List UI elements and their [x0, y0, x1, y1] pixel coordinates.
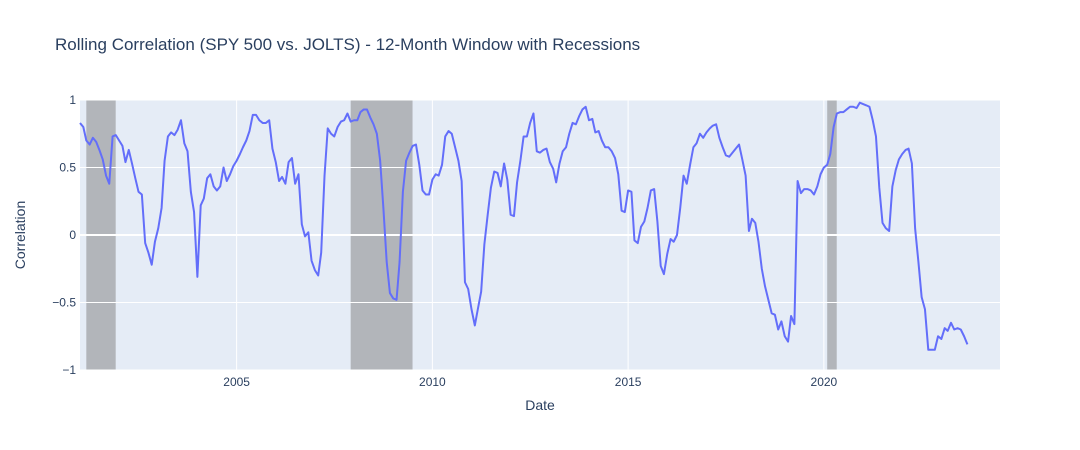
y-tick-label: 0: [69, 228, 76, 242]
x-tick-label: 2015: [615, 375, 642, 389]
chart-title: Rolling Correlation (SPY 500 vs. JOLTS) …: [55, 35, 640, 54]
series-layer: [79, 101, 969, 351]
y-tick-label: −0.5: [52, 296, 76, 310]
x-tick-label: 2010: [419, 375, 446, 389]
y-tick-label: −1: [62, 363, 76, 377]
correlation-line: [79, 101, 969, 351]
y-tick-label: 1: [69, 93, 76, 107]
y-tick-label: 0.5: [59, 161, 76, 175]
x-axis-label: Date: [525, 397, 555, 413]
x-tick-label: 2005: [223, 375, 250, 389]
x-tick-label: 2020: [811, 375, 838, 389]
x-axis-ticks: 2005 2010 2015 2020: [223, 375, 837, 389]
y-axis-label: Correlation: [12, 201, 28, 269]
y-axis-ticks: 1 0.5 0 −0.5 −1: [52, 93, 76, 377]
grid-lines: [80, 99, 1000, 371]
